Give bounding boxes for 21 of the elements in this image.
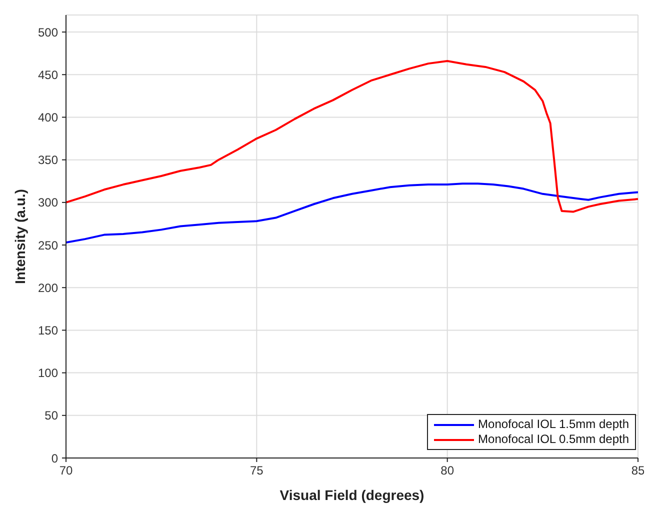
x-axis-title: Visual Field (degrees) (280, 487, 424, 503)
y-tick-label: 300 (38, 196, 58, 210)
y-tick-label: 250 (38, 238, 58, 252)
y-tick-label: 150 (38, 323, 58, 338)
x-tick-label: 75 (250, 464, 264, 478)
y-tick-label: 200 (38, 280, 58, 295)
y-tick-label: 350 (38, 153, 58, 168)
x-tick-label: 80 (440, 464, 454, 478)
y-tick-label: 450 (38, 68, 58, 82)
y-tick-label: 50 (44, 408, 58, 423)
y-axis-title: Intensity (a.u.) (12, 189, 28, 284)
legend-label: Monofocal IOL 0.5mm depth (478, 432, 629, 447)
line-series (66, 182, 638, 244)
y-tick-label: 500 (38, 25, 58, 40)
y-tick-label: 400 (38, 110, 58, 124)
y-tick-label: 0 (51, 451, 58, 466)
legend-label: Monofocal IOL 1.5mm depth (478, 417, 629, 432)
x-tick-label: 85 (631, 464, 645, 478)
line-series (66, 60, 638, 213)
y-tick-label: 100 (38, 366, 58, 380)
x-tick-label: 70 (59, 464, 73, 478)
